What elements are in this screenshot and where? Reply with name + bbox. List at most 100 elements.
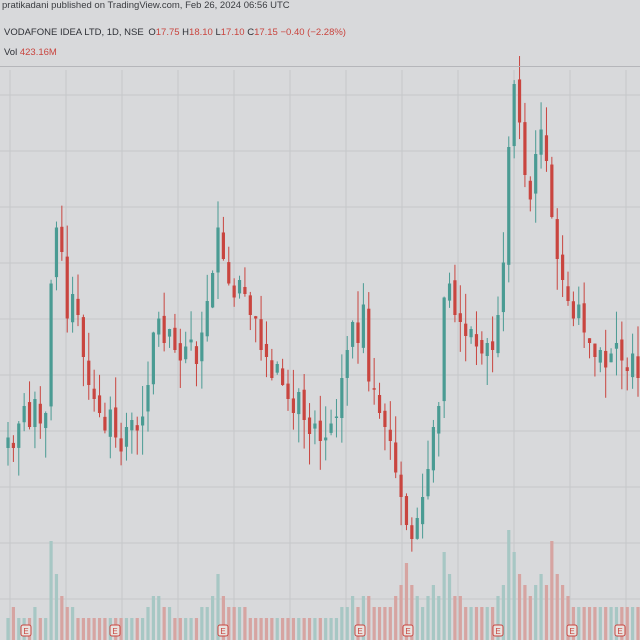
candle-body <box>550 164 554 217</box>
candle-body <box>351 322 355 347</box>
volume-bar <box>103 618 107 640</box>
candle-body <box>523 122 527 175</box>
volume-value: 423.16M <box>19 47 57 58</box>
volume-bar <box>534 585 538 640</box>
volume-bar <box>54 574 59 640</box>
candle-body <box>248 295 252 315</box>
candle-body <box>383 410 387 427</box>
candle-body <box>609 353 613 363</box>
volume-bar <box>232 607 236 640</box>
earnings-marker[interactable]: E <box>109 624 121 637</box>
candle-body <box>184 346 188 360</box>
volume-bar <box>92 618 96 640</box>
volume-bar <box>571 607 575 640</box>
candle-body <box>54 227 59 278</box>
candle-body <box>87 360 91 385</box>
volume-bar <box>431 585 435 640</box>
candle-body <box>598 350 602 363</box>
earnings-marker-box <box>354 624 366 637</box>
earnings-marker[interactable]: E <box>492 624 504 637</box>
high-label: H <box>182 27 190 38</box>
open-label: O <box>148 27 156 38</box>
volume-bar <box>544 585 549 640</box>
volume-bar <box>205 607 209 640</box>
candle-body <box>464 323 468 336</box>
candle-body <box>474 334 479 347</box>
candle-body <box>11 442 15 448</box>
volume-bar <box>87 618 91 640</box>
volume-bar <box>485 607 489 640</box>
candle-body <box>582 303 586 333</box>
volume-bar <box>512 552 516 640</box>
earnings-marker[interactable]: E <box>217 624 229 637</box>
candle-body <box>65 256 69 319</box>
candle-body <box>130 420 134 431</box>
volume-bar <box>44 618 48 640</box>
candle-body <box>421 497 425 525</box>
earnings-marker[interactable]: E <box>566 624 578 637</box>
volume-bar <box>631 607 635 640</box>
candle-body <box>151 332 155 385</box>
volume-bar <box>216 574 220 640</box>
candle-body <box>49 283 53 407</box>
volume-bar <box>464 607 468 640</box>
candle-body <box>404 496 409 525</box>
volume-bar <box>329 618 333 640</box>
volume-bar <box>60 596 64 640</box>
volume-bar <box>178 618 182 640</box>
volume-bar <box>609 607 613 640</box>
volume-bar <box>17 618 21 640</box>
candle-body <box>361 304 365 348</box>
open-value: 17.75 <box>155 27 180 38</box>
volume-bar <box>491 607 495 640</box>
volume-bar <box>587 607 592 640</box>
earnings-marker[interactable]: E <box>614 624 626 637</box>
volume-bar <box>550 541 554 640</box>
volume-bar <box>404 563 409 640</box>
volume-bar <box>507 530 511 640</box>
candle-body <box>81 317 85 357</box>
volume-bar <box>426 596 430 640</box>
candle-body <box>275 364 279 373</box>
volume-bar <box>307 618 312 640</box>
earnings-marker[interactable]: E <box>402 624 414 637</box>
volume-bar <box>6 618 10 640</box>
volume-bar <box>539 574 543 640</box>
candle-body <box>469 329 473 338</box>
candle-body <box>324 437 328 441</box>
volume-bar <box>65 607 69 640</box>
volume-bar <box>318 618 322 640</box>
candle-body <box>340 378 344 419</box>
volume-bar <box>71 607 75 640</box>
volume-bar <box>625 607 629 640</box>
volume-bar <box>453 596 457 640</box>
volume-bar <box>291 618 295 640</box>
volume-bar <box>361 596 365 640</box>
candle-body <box>571 301 575 319</box>
volume-bar <box>598 607 602 640</box>
earnings-marker[interactable]: E <box>20 624 32 637</box>
published-line: pratikadani published on TradingView.com… <box>2 0 290 11</box>
candle-body <box>189 339 193 343</box>
volume-bar <box>81 618 85 640</box>
earnings-marker-box <box>614 624 626 637</box>
volume-bar <box>458 596 462 640</box>
candle-body <box>394 442 398 473</box>
close-label: C <box>247 27 255 38</box>
earnings-marker[interactable]: E <box>354 624 366 637</box>
volume-bar <box>394 596 398 640</box>
volume-bar <box>324 618 328 640</box>
candle-body <box>442 297 446 402</box>
candle-body <box>22 406 26 423</box>
candle-body <box>593 343 597 357</box>
volume-bar <box>593 607 597 640</box>
candle-body <box>17 423 21 448</box>
volume-bar <box>399 585 403 640</box>
candle-body <box>631 353 635 378</box>
symbol-title[interactable]: VODAFONE IDEA LTD, 1D, NSE <box>4 27 144 38</box>
volume-bar <box>528 596 532 640</box>
candle-body <box>625 367 629 371</box>
candle-body <box>577 304 581 319</box>
candle-body <box>119 438 123 452</box>
